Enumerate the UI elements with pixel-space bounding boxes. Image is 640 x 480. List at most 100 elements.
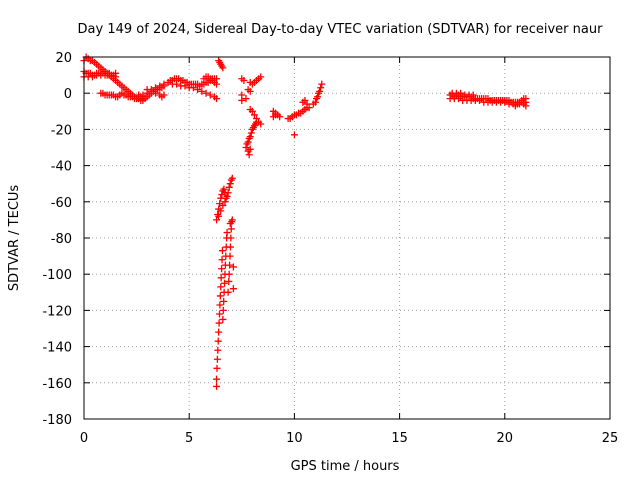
chart-title: Day 149 of 2024, Sidereal Day-to-day VTE…: [78, 22, 604, 37]
data-point: [303, 100, 311, 108]
data-point: [253, 118, 261, 126]
data-point: [225, 270, 233, 278]
x-tick-label: 15: [391, 431, 408, 446]
data-point: [457, 89, 465, 97]
data-point: [221, 198, 229, 206]
data-point: [218, 247, 226, 255]
y-tick-label: -180: [42, 413, 72, 428]
data-point: [213, 382, 221, 390]
data-point: [139, 91, 147, 99]
data-point: [97, 71, 105, 79]
data-point: [217, 274, 225, 282]
data-point: [218, 256, 226, 264]
data-point: [173, 80, 181, 88]
x-tick-label: 20: [497, 431, 514, 446]
y-tick-label: 20: [55, 51, 72, 66]
data-point: [501, 98, 509, 106]
y-tick-label: -140: [42, 341, 72, 356]
data-point: [246, 133, 254, 141]
data-point: [226, 261, 234, 269]
data-point: [112, 69, 120, 77]
data-point: [317, 84, 325, 92]
data-point: [224, 288, 232, 296]
x-tick-label: 5: [185, 431, 193, 446]
data-point: [226, 252, 234, 260]
data-point: [219, 64, 227, 72]
data-point: [476, 96, 484, 104]
data-point: [242, 95, 250, 103]
data-point: [202, 89, 210, 97]
data-point: [215, 310, 223, 318]
data-points: [80, 53, 530, 390]
data-point: [522, 95, 530, 103]
y-tick-label: -120: [42, 304, 72, 319]
data-point: [216, 292, 224, 300]
data-point: [469, 91, 477, 99]
data-point: [147, 86, 155, 94]
data-point: [221, 279, 229, 287]
data-point: [245, 151, 253, 159]
data-point: [198, 87, 206, 95]
data-point: [240, 77, 248, 85]
data-point: [271, 111, 279, 119]
data-point: [247, 129, 255, 137]
data-point: [244, 138, 252, 146]
data-point: [206, 91, 214, 99]
data-point: [455, 95, 463, 103]
data-point: [229, 285, 237, 293]
data-point: [220, 185, 228, 193]
data-point: [316, 87, 324, 95]
data-point: [194, 86, 202, 94]
y-tick-label: -60: [51, 196, 72, 211]
data-point: [228, 174, 236, 182]
y-tick-label: -100: [42, 268, 72, 283]
y-axis-label: SDTVAR / TECUs: [7, 185, 22, 292]
data-point: [160, 91, 168, 99]
x-tick-label: 25: [602, 431, 619, 446]
data-point: [152, 84, 160, 92]
data-point: [318, 80, 326, 88]
data-point: [511, 102, 519, 110]
data-point: [218, 265, 226, 273]
data-point: [276, 113, 284, 121]
data-point: [213, 216, 221, 224]
data-point: [246, 145, 254, 153]
data-point: [223, 229, 231, 237]
data-point: [214, 346, 222, 354]
data-point: [225, 183, 233, 191]
data-point: [219, 201, 227, 209]
y-tick-label: -40: [51, 160, 72, 175]
data-point: [225, 277, 233, 285]
data-point: [189, 84, 197, 92]
y-tick-label: 0: [64, 87, 72, 102]
data-point: [156, 82, 164, 90]
data-point: [160, 80, 168, 88]
data-point: [522, 102, 530, 110]
data-point: [226, 243, 234, 251]
data-point: [216, 301, 224, 309]
data-point: [224, 189, 232, 197]
data-point: [105, 69, 113, 77]
data-point: [246, 87, 254, 95]
data-point: [248, 107, 256, 115]
data-point: [238, 91, 246, 99]
data-point: [214, 337, 222, 345]
data-point: [220, 297, 228, 305]
data-point: [217, 283, 225, 291]
data-point: [109, 73, 117, 81]
data-point: [226, 220, 234, 228]
data-point: [257, 73, 265, 81]
data-point: [213, 364, 221, 372]
data-point: [215, 212, 223, 220]
plot-frame: [83, 56, 611, 420]
data-point: [88, 73, 96, 81]
data-point: [213, 95, 221, 103]
data-point: [223, 192, 231, 200]
data-point: [215, 319, 223, 327]
data-point: [215, 328, 223, 336]
axis-ticks: 0 5 10 15 20 25 20 0 -20 -40 -60 -80 -100 -120 -140 -16…: [42, 51, 618, 446]
data-point: [227, 225, 235, 233]
data-point: [228, 216, 236, 224]
data-point: [213, 80, 221, 88]
